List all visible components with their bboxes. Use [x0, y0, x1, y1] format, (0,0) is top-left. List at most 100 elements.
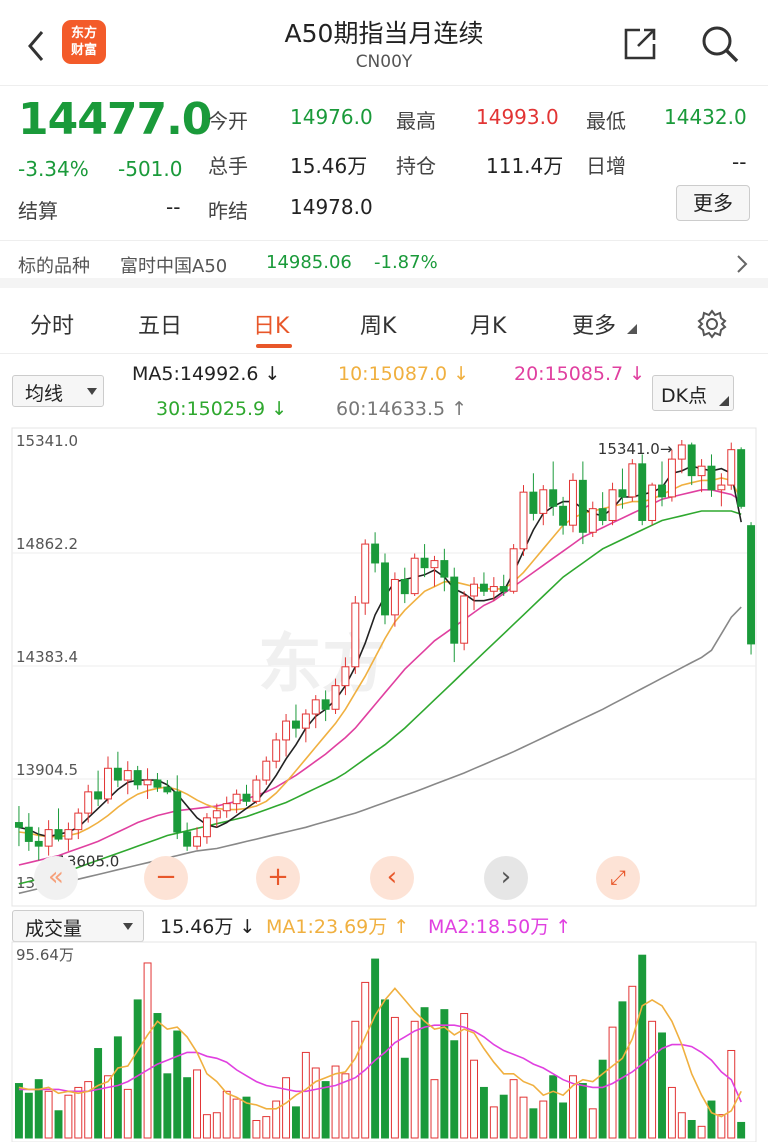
candle — [687, 442, 696, 486]
candle-body — [460, 595, 469, 644]
candle-body — [559, 505, 568, 526]
volume-bar — [658, 1032, 666, 1139]
tab-intraday[interactable]: 分时 — [30, 314, 75, 339]
scroll-right-button[interactable]: › — [484, 856, 528, 900]
candle-body — [361, 543, 370, 604]
candle — [311, 695, 320, 729]
volume-bar — [143, 962, 152, 1139]
volume-bar — [489, 1106, 498, 1139]
zoom-in-button[interactable]: + — [256, 856, 300, 900]
candle — [638, 454, 647, 526]
candle-body — [658, 484, 666, 498]
corner-triangle-icon — [719, 396, 729, 406]
volume-bar — [222, 1090, 231, 1139]
ma5-value: MA5:14992.6 — [132, 363, 259, 385]
candle-body — [222, 803, 231, 812]
volume-bar — [470, 1059, 479, 1139]
ma10-value: 10:15087.0 — [338, 363, 448, 385]
volume-selector-label: 成交量 — [25, 918, 83, 940]
volume-bar — [193, 1069, 201, 1139]
candle-body — [242, 793, 251, 802]
tab-weekly-k[interactable]: 周K — [360, 314, 397, 339]
candle-body — [193, 836, 201, 847]
candle-body — [747, 525, 756, 645]
candle-body — [153, 779, 162, 788]
candle-body — [351, 602, 360, 668]
ma60-line — [18, 606, 742, 895]
volume-legend: 15.46万 ↓ — [160, 916, 256, 938]
candle-body — [321, 699, 330, 710]
volume-bar — [301, 1051, 310, 1139]
search-icon[interactable] — [698, 22, 742, 66]
underlying-row[interactable]: 标的品种 富时中国A50 14985.06 -1.87% — [0, 240, 768, 288]
candle — [44, 820, 53, 856]
ma10-line — [18, 477, 742, 838]
candle-body — [84, 791, 93, 814]
candle-body — [34, 840, 43, 847]
change-percent: -3.34% — [18, 157, 89, 181]
candle-body — [410, 557, 419, 595]
indicator-selector[interactable]: 均线 — [12, 375, 104, 407]
tab-monthly-k[interactable]: 月K — [470, 314, 507, 339]
volume-bar — [14, 1083, 23, 1139]
volume-bar — [420, 1007, 429, 1139]
volume-bar — [598, 1059, 607, 1139]
candle — [737, 447, 746, 509]
tab-more[interactable]: 更多 — [572, 314, 617, 339]
fullscreen-button[interactable]: ⤢ — [596, 856, 640, 900]
volume-bar — [173, 1030, 182, 1139]
volume-chart[interactable]: 95.64万 — [0, 940, 768, 1142]
volume-bar — [153, 1013, 162, 1139]
candle — [163, 780, 172, 795]
volume-bar — [381, 999, 389, 1139]
active-tab-indicator — [256, 344, 292, 348]
candle — [14, 806, 23, 847]
settings-gear-icon[interactable] — [696, 308, 728, 340]
last-price: 14477.0 — [18, 94, 212, 145]
candle-body — [479, 583, 488, 592]
candle — [331, 678, 340, 714]
zoom-out-button[interactable]: − — [144, 856, 188, 900]
volume-frame — [11, 941, 757, 1142]
volume-bar — [163, 1073, 172, 1139]
scroll-left-button[interactable]: ‹ — [370, 856, 414, 900]
candle-body — [311, 699, 320, 715]
share-icon[interactable] — [620, 24, 660, 64]
candle — [143, 768, 152, 799]
dk-point-button[interactable]: DK点 — [652, 375, 734, 411]
volume-bar — [440, 1009, 449, 1139]
candle — [351, 595, 360, 674]
ma60-value: 60:14633.5 — [336, 398, 446, 420]
candle — [153, 772, 162, 792]
candle — [301, 709, 310, 743]
candle-body — [470, 583, 479, 597]
scroll-left-far-button[interactable]: « — [34, 856, 78, 900]
candle — [470, 577, 479, 611]
daily-increase-value: -- — [732, 150, 747, 174]
candle-body — [519, 491, 528, 550]
candle-body — [371, 543, 380, 564]
volume-bar — [618, 1001, 627, 1139]
back-icon[interactable] — [22, 26, 52, 66]
candle-body — [450, 576, 459, 644]
candle — [202, 813, 211, 844]
candle-body — [588, 508, 597, 533]
candle-body — [628, 463, 637, 498]
candle — [272, 732, 281, 769]
dropdown-icon — [87, 388, 97, 395]
volume-indicator-selector[interactable]: 成交量 — [12, 910, 144, 942]
prev-settle-label: 昨结 — [208, 199, 248, 223]
open-label: 今开 — [208, 109, 248, 133]
candle — [499, 574, 508, 596]
volume-bar — [212, 1112, 221, 1139]
tab-five-day[interactable]: 五日 — [138, 314, 183, 339]
volume-bar — [430, 1079, 439, 1139]
more-quote-button[interactable]: 更多 — [676, 185, 750, 221]
volume-bar — [667, 1086, 676, 1139]
tab-daily-k[interactable]: 日K — [253, 314, 290, 339]
candle — [539, 485, 548, 526]
candle-body — [173, 791, 182, 833]
candle — [341, 657, 350, 696]
volume-bar — [737, 1121, 746, 1139]
